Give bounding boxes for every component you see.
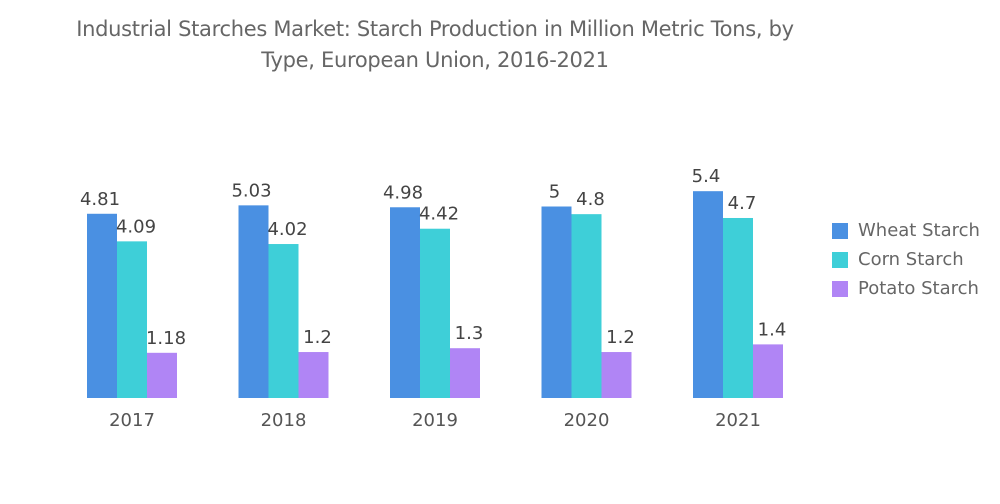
bar-potato-starch-2020 xyxy=(601,352,632,398)
data-label-potato-starch-2017: 1.18 xyxy=(146,328,186,349)
x-tick-label-2019: 2019 xyxy=(412,410,458,431)
legend-label: Wheat Starch xyxy=(858,220,980,241)
bar-corn-starch-2021 xyxy=(723,217,753,398)
bar-potato-starch-2021 xyxy=(753,344,783,398)
data-label-potato-starch-2019: 1.3 xyxy=(455,323,484,344)
data-label-corn-starch-2019: 4.42 xyxy=(419,204,459,225)
data-label-potato-starch-2021: 1.4 xyxy=(758,319,787,340)
legend-label: Potato Starch xyxy=(858,278,979,299)
chart-title: Industrial Starches Market: Starch Produ… xyxy=(0,14,870,76)
bar-wheat-starch-2020 xyxy=(541,206,572,398)
legend-swatch-wheat xyxy=(832,222,848,239)
bar-wheat-starch-2019 xyxy=(390,207,420,398)
bar-corn-starch-2018 xyxy=(268,244,299,398)
bar-wheat-starch-2017 xyxy=(87,213,117,398)
x-tick-label-2017: 2017 xyxy=(109,410,155,431)
data-label-corn-starch-2021: 4.7 xyxy=(728,193,757,214)
legend-item-corn-starch: Corn Starch xyxy=(832,245,980,274)
chart-title-line-1: Industrial Starches Market: Starch Produ… xyxy=(76,17,794,41)
data-label-corn-starch-2017: 4.09 xyxy=(116,216,156,237)
bar-corn-starch-2020 xyxy=(571,214,602,398)
bar-potato-starch-2018 xyxy=(298,352,329,398)
x-tick-label-2020: 2020 xyxy=(564,410,610,431)
legend-item-wheat-starch: Wheat Starch xyxy=(832,216,980,245)
data-label-corn-starch-2018: 4.02 xyxy=(267,219,307,240)
bar-potato-starch-2017 xyxy=(147,352,177,398)
data-label-wheat-starch-2018: 5.03 xyxy=(231,180,271,201)
data-label-wheat-starch-2021: 5.4 xyxy=(692,166,721,187)
legend-item-potato-starch: Potato Starch xyxy=(832,274,980,303)
data-label-wheat-starch-2019: 4.98 xyxy=(383,182,423,203)
legend-swatch-corn xyxy=(832,251,848,268)
bar-corn-starch-2017 xyxy=(117,241,147,398)
legend: Wheat Starch Corn Starch Potato Starch xyxy=(832,216,980,303)
x-tick-label-2021: 2021 xyxy=(715,410,761,431)
x-tick-label-2018: 2018 xyxy=(261,410,307,431)
data-label-wheat-starch-2020: 5 xyxy=(549,182,560,203)
bar-potato-starch-2019 xyxy=(450,348,480,398)
data-label-wheat-starch-2017: 4.81 xyxy=(80,189,120,210)
data-label-potato-starch-2020: 1.2 xyxy=(606,327,635,348)
data-label-corn-starch-2020: 4.8 xyxy=(576,189,605,210)
data-label-potato-starch-2018: 1.2 xyxy=(303,327,332,348)
bar-wheat-starch-2021 xyxy=(693,191,723,398)
legend-label: Corn Starch xyxy=(858,249,964,270)
chart-title-line-2: Type, European Union, 2016-2021 xyxy=(261,48,609,72)
legend-swatch-potato xyxy=(832,280,848,297)
bar-corn-starch-2019 xyxy=(420,228,450,398)
bar-wheat-starch-2018 xyxy=(238,205,269,398)
